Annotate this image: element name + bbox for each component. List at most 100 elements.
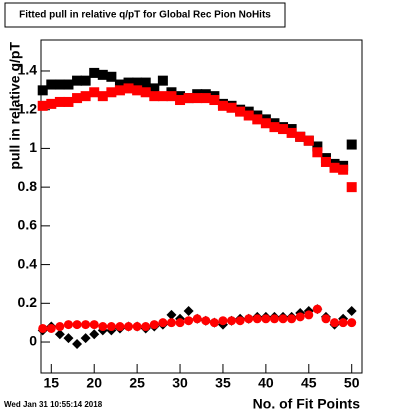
point xyxy=(329,162,340,173)
point xyxy=(63,79,74,90)
point xyxy=(235,106,246,117)
point xyxy=(320,156,331,167)
y-tick-label: 0.8 xyxy=(18,178,38,194)
point xyxy=(295,312,305,322)
point xyxy=(72,93,83,104)
point xyxy=(346,139,357,150)
point xyxy=(97,91,108,102)
point xyxy=(278,314,288,324)
point xyxy=(97,69,108,80)
point xyxy=(54,329,65,340)
point xyxy=(106,71,117,82)
point xyxy=(106,87,117,98)
point xyxy=(149,91,160,102)
point xyxy=(243,110,254,121)
point xyxy=(166,309,177,320)
point xyxy=(346,182,357,193)
point xyxy=(166,91,177,102)
point xyxy=(192,93,203,104)
point xyxy=(200,93,211,104)
point xyxy=(287,314,297,324)
point xyxy=(260,118,271,129)
x-tick-label: 15 xyxy=(44,375,60,391)
point xyxy=(55,322,65,332)
x-tick-label: 35 xyxy=(215,375,231,391)
point xyxy=(123,77,134,88)
point xyxy=(244,314,254,324)
y-tick-label: 0.4 xyxy=(18,255,38,271)
point xyxy=(123,83,134,94)
point xyxy=(46,323,56,333)
x-tick-label: 20 xyxy=(86,375,102,391)
point xyxy=(89,329,100,340)
point xyxy=(218,316,228,326)
point xyxy=(149,320,159,330)
timestamp: Wed Jan 31 10:55:14 2018 xyxy=(4,400,103,409)
point xyxy=(38,323,48,333)
y-tick-label: 0.2 xyxy=(18,294,38,310)
point xyxy=(312,147,323,158)
x-tick-label: 30 xyxy=(172,375,188,391)
point xyxy=(175,318,185,328)
point xyxy=(72,75,83,86)
point xyxy=(140,77,151,88)
point xyxy=(98,322,108,332)
chart-title: Fitted pull in relative q/pT for Global … xyxy=(19,10,271,21)
point xyxy=(80,91,91,102)
point xyxy=(132,77,143,88)
point xyxy=(132,85,143,96)
y-axis-label: pull in relative q/pT xyxy=(7,42,23,170)
point xyxy=(303,135,314,146)
x-tick-label: 45 xyxy=(301,375,317,391)
point xyxy=(63,320,73,330)
point xyxy=(63,96,74,107)
point xyxy=(295,131,306,142)
point xyxy=(209,318,219,328)
point xyxy=(330,318,340,328)
point xyxy=(321,314,331,324)
point xyxy=(81,320,91,330)
x-axis-label: No. of Fit Points xyxy=(253,396,361,412)
x-tick-label: 50 xyxy=(344,375,360,391)
point xyxy=(114,85,125,96)
point xyxy=(89,320,99,330)
point xyxy=(192,314,202,324)
point xyxy=(312,141,323,152)
point xyxy=(115,322,125,332)
point xyxy=(46,79,57,90)
point xyxy=(149,83,160,94)
point xyxy=(54,79,65,90)
title-box xyxy=(4,2,286,28)
x-tick-label: 40 xyxy=(258,375,274,391)
point xyxy=(347,318,357,328)
x-tick-label: 25 xyxy=(129,375,145,391)
point xyxy=(252,314,262,324)
point xyxy=(124,322,134,332)
point xyxy=(217,100,228,111)
point xyxy=(106,322,116,332)
point xyxy=(157,75,168,86)
point xyxy=(261,314,271,324)
y-tick-label: 1.4 xyxy=(18,62,38,78)
point xyxy=(72,320,82,330)
point xyxy=(338,164,349,175)
point xyxy=(226,102,237,113)
point xyxy=(89,67,100,78)
point xyxy=(252,114,263,125)
point xyxy=(157,91,168,102)
point xyxy=(54,96,65,107)
point xyxy=(183,93,194,104)
point xyxy=(37,100,48,111)
point xyxy=(338,318,348,328)
point xyxy=(286,127,297,138)
point xyxy=(141,322,151,332)
point xyxy=(278,124,289,135)
point xyxy=(346,306,357,317)
point xyxy=(140,87,151,98)
point xyxy=(201,316,211,326)
point xyxy=(132,322,142,332)
point xyxy=(80,333,91,344)
y-tick-label: 1.2 xyxy=(18,100,38,116)
